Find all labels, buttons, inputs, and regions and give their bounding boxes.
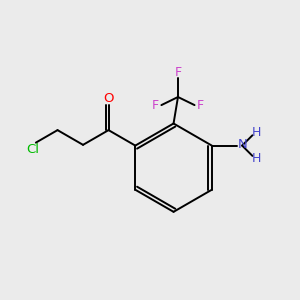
Text: F: F — [152, 99, 159, 112]
Text: F: F — [174, 66, 182, 79]
Text: Cl: Cl — [26, 142, 39, 156]
Text: O: O — [103, 92, 114, 105]
Text: N: N — [237, 139, 247, 152]
Text: F: F — [197, 99, 204, 112]
Text: H: H — [252, 126, 262, 140]
Text: H: H — [252, 152, 262, 165]
